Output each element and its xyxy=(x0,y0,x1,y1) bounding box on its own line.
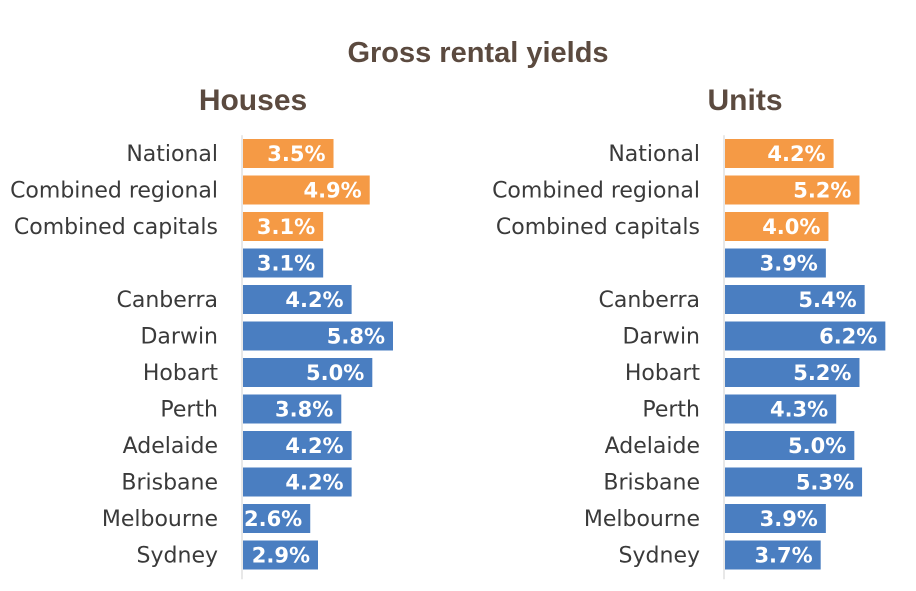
bar xyxy=(725,431,855,460)
category-label: Brisbane xyxy=(121,471,218,496)
value-label: 3.9% xyxy=(760,507,818,531)
value-label: 5.0% xyxy=(306,361,364,385)
panel-title: Houses xyxy=(199,84,307,117)
bar xyxy=(243,431,352,460)
bar xyxy=(725,212,829,241)
bar xyxy=(243,285,352,314)
chart-title: Gross rental yields xyxy=(347,37,608,69)
bar xyxy=(725,358,860,387)
bar xyxy=(243,467,352,497)
bar xyxy=(243,540,318,570)
value-label: 4.3% xyxy=(770,398,828,422)
value-label: 3.5% xyxy=(267,142,325,166)
value-label: 5.4% xyxy=(798,288,856,312)
bar xyxy=(243,321,393,351)
value-label: 4.2% xyxy=(285,288,343,312)
value-label: 5.0% xyxy=(788,434,846,458)
bar xyxy=(725,540,821,570)
category-label: Adelaide xyxy=(123,434,218,459)
bar xyxy=(725,467,863,497)
category-label: Perth xyxy=(642,398,700,423)
bar xyxy=(243,139,334,168)
value-label: 4.2% xyxy=(767,142,825,166)
panel-title: Units xyxy=(708,84,783,117)
category-label: Combined capitals xyxy=(496,215,700,240)
category-label: Hobart xyxy=(625,361,700,386)
category-label: Sydney xyxy=(137,544,218,569)
value-label: 3.9% xyxy=(760,252,818,276)
bar xyxy=(243,175,370,205)
value-label: 5.8% xyxy=(327,325,385,349)
category-label: Canberra xyxy=(117,288,218,313)
category-label: Hobart xyxy=(143,361,218,386)
value-label: 4.2% xyxy=(285,434,343,458)
category-label: Melbourne xyxy=(102,507,218,532)
category-label: National xyxy=(126,142,218,167)
category-label: Perth xyxy=(160,398,218,423)
panel-units: Units National 4.2% Combined regional 5.2% Co… xyxy=(492,84,886,580)
bar xyxy=(725,321,886,351)
category-label: Brisbane xyxy=(603,471,700,496)
bar xyxy=(725,139,834,168)
category-label: Combined regional xyxy=(492,179,700,204)
bar xyxy=(243,358,373,387)
value-label: 5.2% xyxy=(793,361,851,385)
value-label: 2.9% xyxy=(252,544,310,568)
bar xyxy=(243,212,324,241)
value-label: 3.8% xyxy=(275,398,333,422)
value-label: 5.2% xyxy=(793,179,851,203)
value-label: 6.2% xyxy=(819,325,877,349)
value-label: 2.6% xyxy=(244,507,302,531)
panel-houses: Houses National 3.5% Combined regional 4.9% C… xyxy=(10,84,393,580)
category-label: Adelaide xyxy=(605,434,700,459)
bar xyxy=(243,504,311,533)
category-label: National xyxy=(608,142,700,167)
bar xyxy=(725,285,865,314)
bar xyxy=(725,504,826,533)
bar xyxy=(725,248,826,278)
value-label: 3.1% xyxy=(257,252,315,276)
bar xyxy=(725,175,860,205)
value-label: 4.0% xyxy=(762,215,820,239)
bar xyxy=(725,394,837,424)
category-label: Sydney xyxy=(619,544,700,569)
category-label: Darwin xyxy=(140,325,218,350)
value-label: 4.2% xyxy=(285,471,343,495)
value-label: 3.7% xyxy=(754,544,812,568)
chart-panels: Houses National 3.5% Combined regional 4.9% C… xyxy=(10,84,886,580)
value-label: 3.1% xyxy=(257,215,315,239)
category-label: Combined capitals xyxy=(14,215,218,240)
category-label: Combined regional xyxy=(10,179,218,204)
category-label: Melbourne xyxy=(584,507,700,532)
bar xyxy=(243,394,342,424)
value-label: 4.9% xyxy=(303,179,361,203)
category-label: Canberra xyxy=(599,288,700,313)
bar xyxy=(243,248,324,278)
value-label: 5.3% xyxy=(796,471,854,495)
category-label: Darwin xyxy=(622,325,700,350)
